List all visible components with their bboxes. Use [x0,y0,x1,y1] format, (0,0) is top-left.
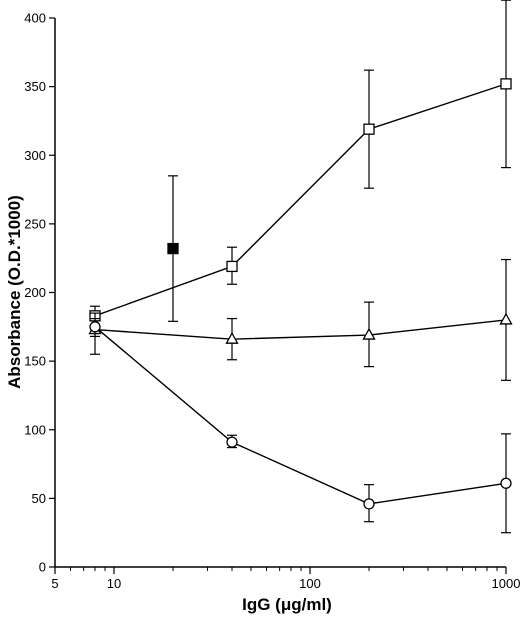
y-tick-label: 250 [24,216,46,231]
y-tick-label: 150 [24,354,46,369]
data-point-circle [500,477,512,489]
data-point-triangle [499,312,513,325]
data-point-circle [363,498,375,510]
x-tick-label: 5 [51,576,58,591]
y-axis-title: Absorbance (O.D.*1000) [5,195,24,389]
series-line [94,83,507,317]
data-point-triangle [362,327,376,340]
y-tick-label: 200 [24,285,46,300]
series-layer [88,0,513,534]
data-point-filled-square [167,242,179,255]
data-point-circle [226,436,238,448]
series-line [94,326,507,505]
x-tick-label: 10 [107,576,121,591]
series-open-circle [89,317,512,534]
data-point-triangle [225,331,239,344]
series-line [94,319,507,340]
y-tick-label: 400 [24,11,46,26]
data-point-square [363,123,375,135]
data-point-circle [89,321,101,333]
y-tick-label: 0 [39,560,46,575]
y-tick-label: 100 [24,422,46,437]
axes: 0 50 100 150 200 250 300 350 400 5 10 100 1000 [24,11,520,592]
x-axis-title: IgG (μg/ml) [242,595,332,614]
x-tick-label: 100 [299,576,321,591]
y-tick-label: 300 [24,148,46,163]
x-tick-label: 1000 [492,576,520,591]
series-open-square [89,0,512,327]
data-point-square [500,78,512,90]
data-point-square [226,260,238,273]
series-filled-square [167,175,179,322]
y-tick-label: 350 [24,79,46,94]
series-open-triangle [88,258,513,381]
y-tick-label: 50 [32,491,46,506]
